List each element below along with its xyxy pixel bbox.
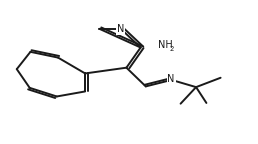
Text: N: N: [167, 74, 175, 85]
Text: N: N: [117, 24, 124, 34]
Text: 2: 2: [170, 46, 174, 52]
Text: NH: NH: [158, 40, 172, 50]
